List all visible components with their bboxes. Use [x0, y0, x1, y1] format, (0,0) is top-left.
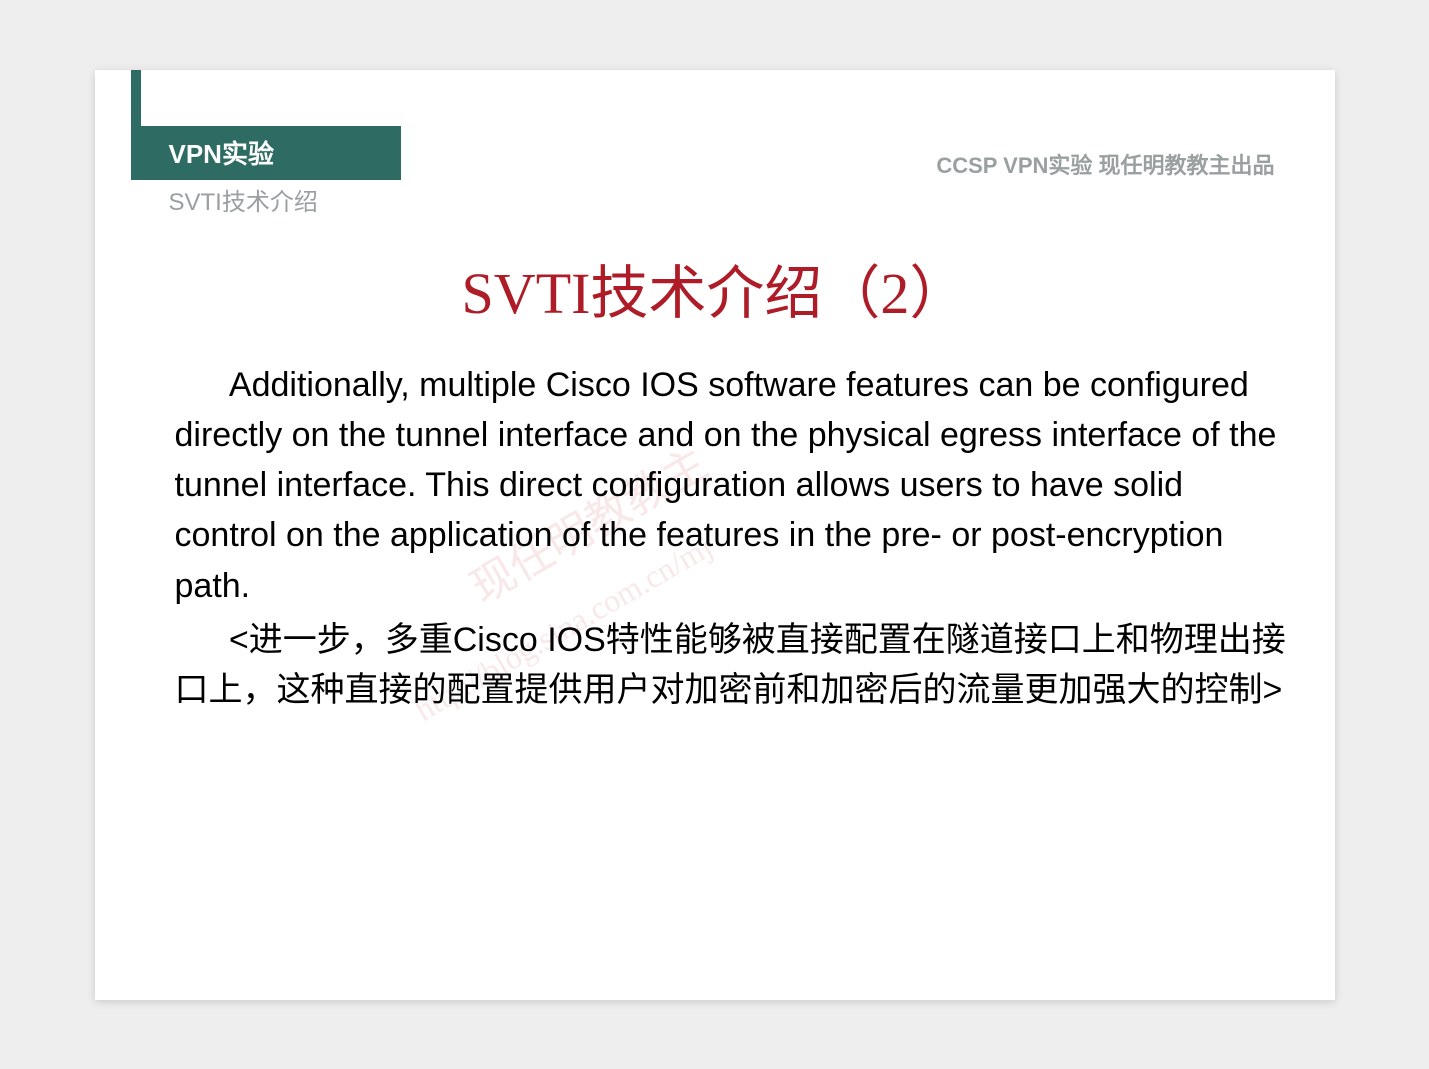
- paragraph-chinese: <进一步，多重Cisco IOS特性能够被直接配置在隧道接口上和物理出接口上，这…: [175, 615, 1295, 716]
- header-subtitle: SVTI技术介绍: [169, 182, 318, 217]
- body-text: Additionally, multiple Cisco IOS softwar…: [175, 360, 1295, 720]
- header-block: VPN实验: [141, 126, 401, 180]
- slide: VPN实验 SVTI技术介绍 CCSP VPN实验 现任明教教主出品 SVTI技…: [95, 70, 1335, 1000]
- main-title: SVTI技术介绍（2）: [95, 246, 1335, 330]
- paragraph-english: Additionally, multiple Cisco IOS softwar…: [175, 360, 1295, 612]
- header-title: VPN实验: [169, 134, 274, 171]
- header-accent-bar: [131, 70, 141, 180]
- header-right-text: CCSP VPN实验 现任明教教主出品: [936, 148, 1274, 180]
